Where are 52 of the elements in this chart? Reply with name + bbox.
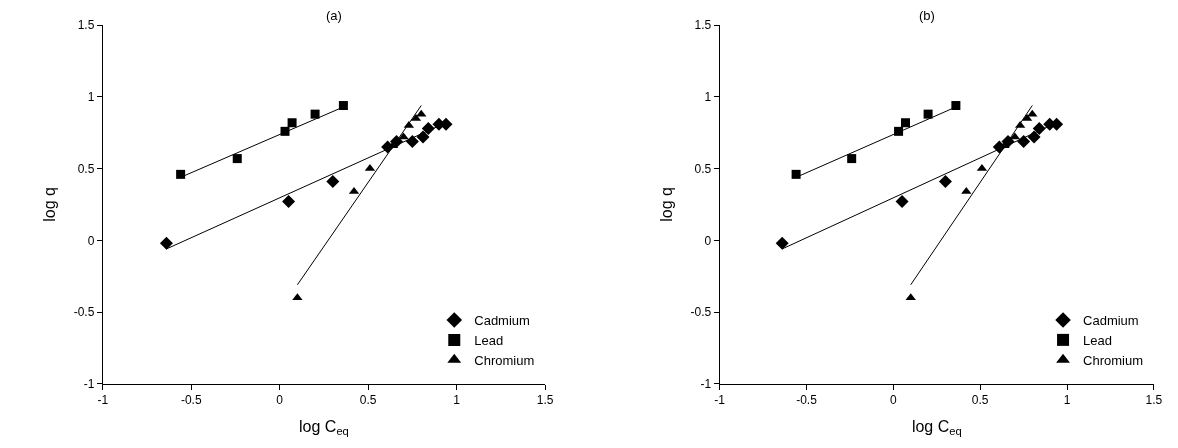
point bbox=[951, 101, 961, 111]
x-axis-title: log C$_{eq}$ bbox=[911, 417, 962, 438]
y-tick-label: 0 bbox=[87, 233, 95, 248]
point bbox=[338, 101, 348, 111]
x-tick-label: -1 bbox=[97, 393, 109, 408]
y-axis-title: log q bbox=[657, 187, 675, 222]
point bbox=[791, 169, 801, 179]
x-tick-label: 0.5 bbox=[971, 393, 989, 408]
point bbox=[326, 175, 340, 189]
x-tick-label: 0 bbox=[890, 393, 898, 408]
x-tick-label: 1.5 bbox=[536, 393, 554, 408]
x-tick-label: 0.5 bbox=[359, 393, 377, 408]
y-tick-label: 1.5 bbox=[694, 18, 712, 33]
point bbox=[282, 195, 296, 209]
legend-label: Chromium bbox=[1083, 352, 1144, 368]
point bbox=[923, 109, 933, 119]
y-tick-label: 1 bbox=[704, 90, 712, 105]
y-tick-label: 1 bbox=[87, 90, 95, 105]
point bbox=[176, 169, 186, 179]
y-axis-title: log q bbox=[40, 187, 58, 222]
x-tick-label: -1 bbox=[714, 393, 726, 408]
y-tick-label: -0.5 bbox=[73, 305, 95, 320]
point bbox=[775, 236, 789, 250]
legend-label: Chromium bbox=[474, 352, 535, 368]
point bbox=[287, 118, 297, 128]
point bbox=[310, 109, 320, 119]
chart-title: (b) bbox=[919, 8, 935, 23]
y-tick-label: -1 bbox=[83, 376, 95, 391]
point bbox=[938, 175, 952, 189]
point bbox=[847, 154, 857, 164]
x-tick-label: 1 bbox=[1063, 393, 1071, 408]
y-tick-label: 0.5 bbox=[694, 161, 712, 176]
y-tick-label: -0.5 bbox=[690, 305, 712, 320]
point bbox=[901, 118, 911, 128]
x-tick-label: -0.5 bbox=[180, 393, 202, 408]
x-tick-label: 0 bbox=[276, 393, 284, 408]
legend-label: Lead bbox=[474, 332, 504, 348]
y-tick-label: -1 bbox=[700, 376, 712, 391]
x-tick-label: 1 bbox=[453, 393, 461, 408]
x-axis-title: log C$_{eq}$ bbox=[299, 417, 349, 438]
point bbox=[895, 195, 909, 209]
legend-label: Lead bbox=[1083, 332, 1112, 348]
legend-label: Cadmium bbox=[1083, 313, 1139, 329]
point bbox=[232, 154, 242, 164]
x-tick-label: 1.5 bbox=[1145, 393, 1163, 408]
y-tick-label: 0.5 bbox=[77, 161, 95, 176]
y-tick-label: 1.5 bbox=[77, 18, 95, 33]
chart-title: (a) bbox=[326, 8, 342, 23]
legend-label: Cadmium bbox=[474, 313, 530, 329]
point bbox=[159, 236, 173, 250]
y-tick-label: 0 bbox=[704, 233, 712, 248]
x-tick-label: -0.5 bbox=[796, 393, 818, 408]
